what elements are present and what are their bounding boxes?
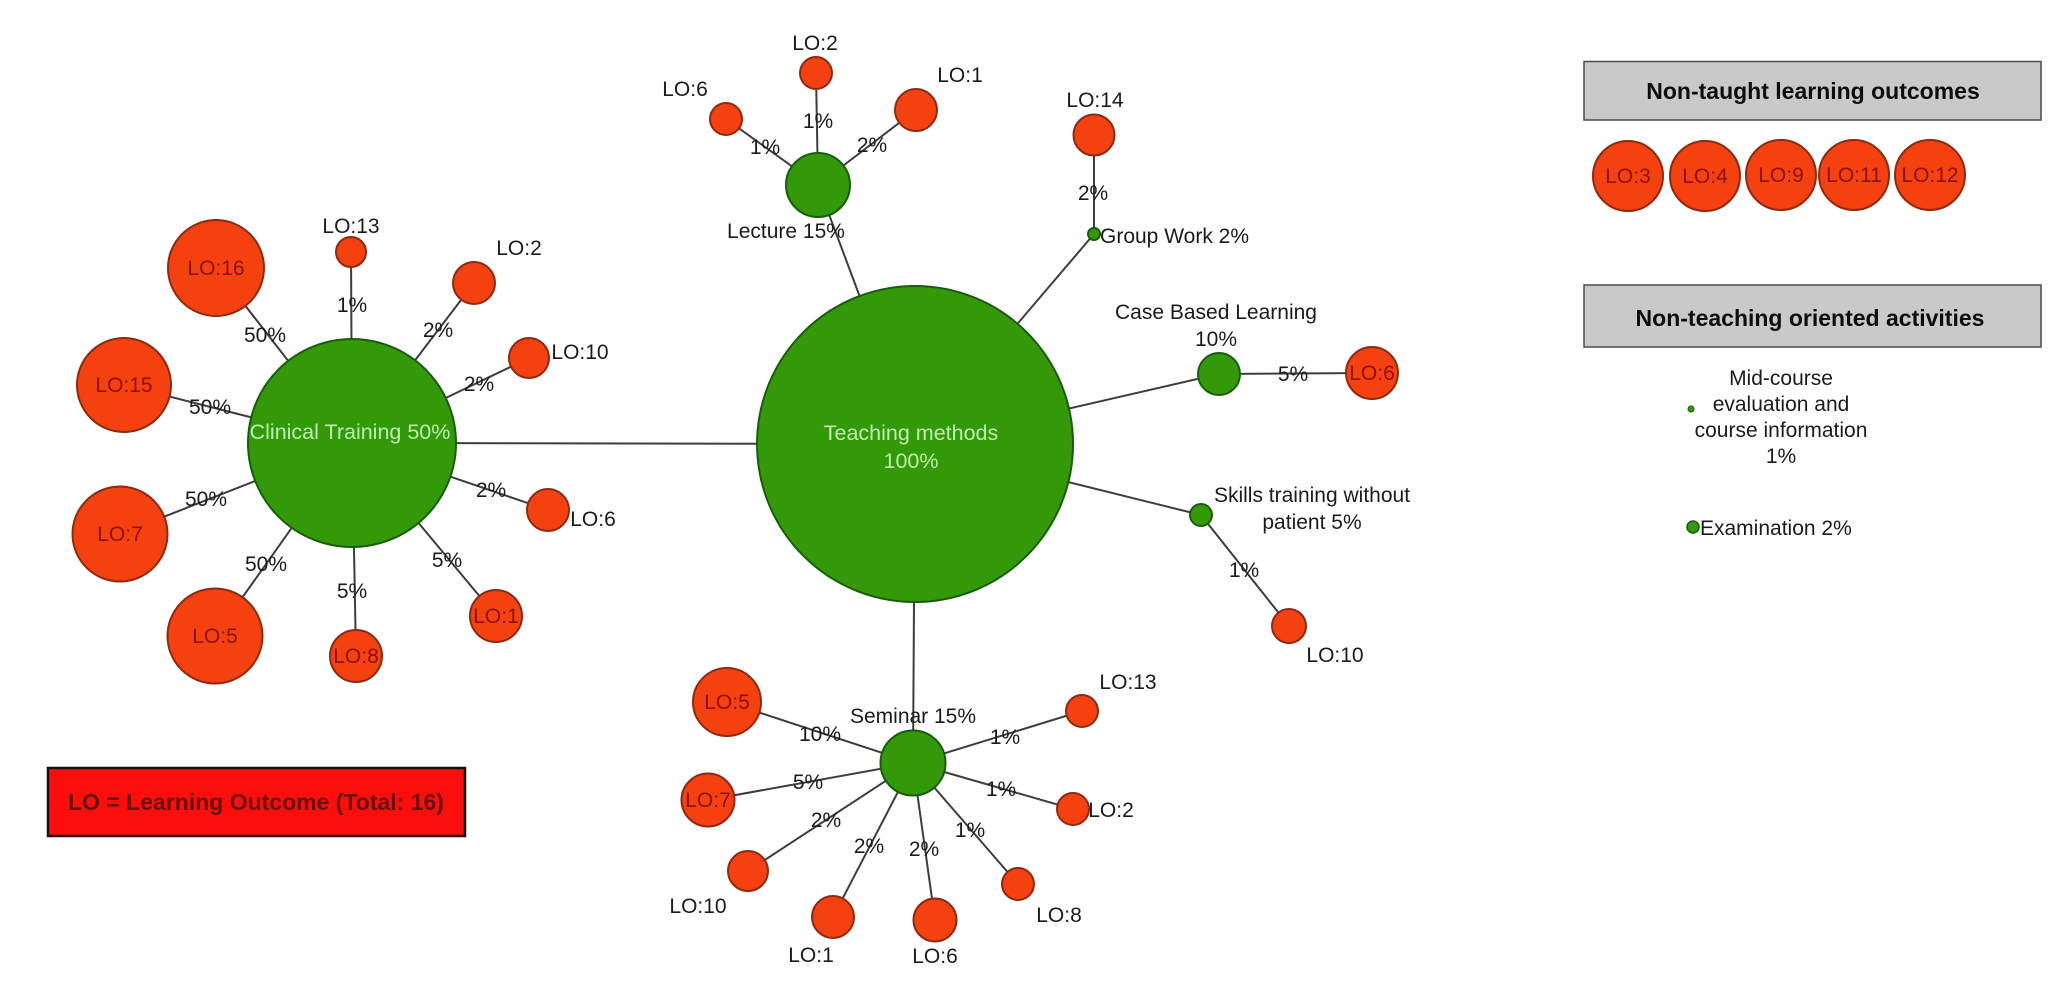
svg-text:Examination 2%: Examination 2% [1700, 517, 1852, 540]
svg-text:LO:10: LO:10 [551, 341, 608, 364]
svg-text:LO:7: LO:7 [685, 789, 731, 812]
svg-text:LO:12: LO:12 [1901, 164, 1958, 187]
svg-text:LO:6: LO:6 [1349, 362, 1395, 385]
svg-text:LO:10: LO:10 [669, 895, 726, 918]
svg-text:LO:4: LO:4 [1682, 165, 1728, 188]
svg-text:2%: 2% [464, 373, 494, 396]
svg-text:1%: 1% [990, 726, 1020, 749]
svg-text:Mid-course: Mid-course [1729, 367, 1833, 390]
svg-text:LO:3: LO:3 [1605, 165, 1651, 188]
svg-text:LO:10: LO:10 [1306, 644, 1363, 667]
svg-text:patient 5%: patient 5% [1262, 511, 1361, 534]
svg-text:LO:16: LO:16 [187, 257, 244, 280]
svg-text:Non-taught learning outcomes: Non-taught learning outcomes [1646, 78, 1980, 104]
svg-text:2%: 2% [811, 809, 841, 832]
svg-text:LO:14: LO:14 [1066, 89, 1124, 112]
svg-text:LO:11: LO:11 [1826, 164, 1882, 187]
svg-text:LO:7: LO:7 [97, 523, 143, 546]
svg-text:LO:6: LO:6 [662, 78, 708, 101]
svg-text:50%: 50% [244, 324, 286, 347]
svg-text:Skills training without: Skills training without [1214, 484, 1410, 507]
svg-text:evaluation and: evaluation and [1713, 393, 1850, 416]
svg-text:LO:2: LO:2 [792, 32, 838, 55]
svg-text:50%: 50% [245, 553, 287, 576]
svg-text:LO:1: LO:1 [473, 605, 519, 628]
svg-text:LO:2: LO:2 [1088, 799, 1134, 822]
svg-text:1%: 1% [955, 819, 985, 842]
svg-text:1%: 1% [1229, 559, 1259, 582]
svg-text:course information: course information [1695, 419, 1868, 442]
svg-text:1%: 1% [986, 778, 1016, 801]
svg-text:LO:13: LO:13 [1099, 671, 1156, 694]
svg-text:50%: 50% [185, 488, 227, 511]
svg-text:LO:5: LO:5 [704, 691, 750, 714]
svg-text:LO:8: LO:8 [333, 645, 379, 668]
svg-text:LO:6: LO:6 [570, 508, 616, 531]
svg-text:100%: 100% [884, 449, 939, 473]
svg-text:Lecture 15%: Lecture 15% [727, 220, 845, 243]
svg-text:50%: 50% [189, 396, 231, 419]
svg-text:LO:9: LO:9 [1758, 164, 1804, 187]
svg-text:LO:5: LO:5 [192, 625, 238, 648]
svg-text:2%: 2% [423, 319, 453, 342]
svg-text:5%: 5% [432, 549, 462, 572]
svg-text:1%: 1% [1766, 445, 1796, 468]
svg-text:1%: 1% [803, 110, 833, 133]
svg-text:Case Based Learning: Case Based Learning [1115, 301, 1317, 324]
svg-text:LO:13: LO:13 [322, 215, 379, 238]
svg-text:Teaching methods: Teaching methods [824, 421, 999, 445]
svg-text:1%: 1% [750, 136, 780, 159]
svg-text:10%: 10% [799, 723, 841, 746]
svg-text:Non-teaching oriented activiti: Non-teaching oriented activities [1636, 305, 1985, 331]
svg-text:2%: 2% [854, 835, 884, 858]
svg-text:2%: 2% [857, 134, 887, 157]
svg-text:LO:15: LO:15 [95, 374, 152, 397]
svg-text:LO:1: LO:1 [788, 944, 834, 967]
svg-text:LO:6: LO:6 [912, 945, 958, 968]
svg-text:LO = Learning Outcome (Total:: LO = Learning Outcome (Total: 16) [68, 789, 444, 815]
svg-text:LO:2: LO:2 [496, 237, 542, 260]
svg-text:5%: 5% [1278, 363, 1308, 386]
svg-text:2%: 2% [909, 838, 939, 861]
svg-text:LO:1: LO:1 [937, 64, 983, 87]
svg-text:10%: 10% [1195, 328, 1237, 351]
svg-text:Clinical Training 50%: Clinical Training 50% [250, 420, 451, 444]
svg-text:2%: 2% [476, 479, 506, 502]
svg-text:LO:8: LO:8 [1036, 904, 1082, 927]
svg-text:2%: 2% [1078, 182, 1108, 205]
svg-text:5%: 5% [793, 771, 823, 794]
svg-text:5%: 5% [337, 580, 367, 603]
svg-text:Seminar 15%: Seminar 15% [850, 705, 976, 728]
svg-text:Group Work 2%: Group Work 2% [1100, 225, 1249, 248]
svg-text:1%: 1% [337, 294, 367, 317]
